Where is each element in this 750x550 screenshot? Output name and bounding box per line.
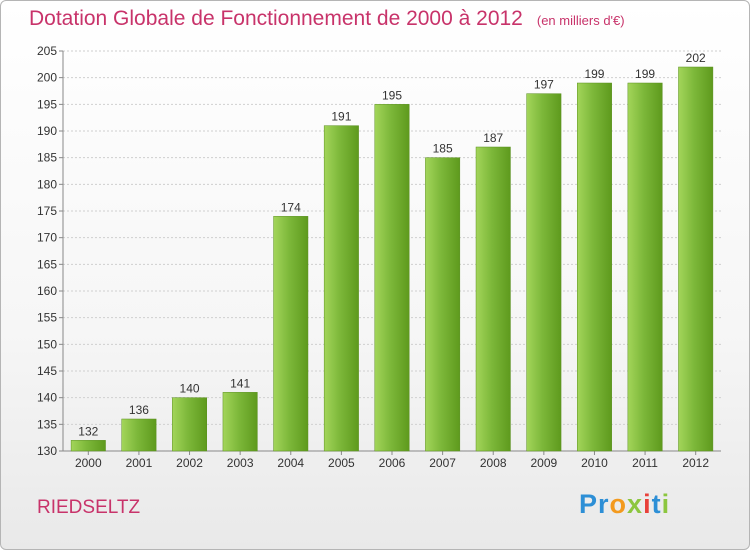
bar — [475, 146, 511, 452]
chart-title: Dotation Globale de Fonctionnement de 20… — [29, 7, 625, 31]
bar — [374, 104, 410, 452]
y-tick-label: 200 — [37, 71, 57, 85]
bar — [222, 392, 258, 452]
x-tick-label: 2007 — [429, 456, 456, 470]
x-tick-label: 2009 — [530, 456, 557, 470]
bar — [577, 82, 612, 452]
bar-value-label: 132 — [78, 424, 98, 438]
x-tick-label: 2000 — [75, 456, 102, 470]
bar-value-label: 140 — [180, 382, 200, 396]
y-tick-label: 135 — [37, 417, 57, 431]
commune-name: RIEDSELTZ — [37, 497, 141, 518]
y-tick-label: 170 — [37, 231, 57, 245]
x-tick-label: 2005 — [328, 456, 355, 470]
y-tick-label: 130 — [37, 444, 57, 458]
logo-letter: o — [609, 489, 628, 519]
x-tick-label: 2012 — [682, 456, 709, 470]
bar-value-label: 202 — [686, 51, 706, 65]
proxiti-logo: Proxiti — [579, 489, 670, 520]
bar-value-label: 195 — [382, 88, 402, 102]
bar-value-label: 185 — [433, 142, 453, 156]
bar — [678, 66, 714, 452]
y-tick-label: 185 — [37, 151, 57, 165]
bar — [425, 157, 461, 452]
chart-title-text: Dotation Globale de Fonctionnement de 20… — [29, 7, 523, 30]
logo-letter: x — [627, 489, 644, 519]
bar-value-label: 199 — [635, 67, 655, 81]
bar-value-label: 141 — [230, 376, 250, 390]
y-tick-label: 205 — [37, 44, 57, 58]
y-tick-label: 150 — [37, 337, 57, 351]
bar — [526, 93, 562, 452]
x-tick-label: 2003 — [227, 456, 254, 470]
y-tick-label: 160 — [37, 284, 57, 298]
logo-letter: r — [598, 489, 610, 519]
logo-letter: P — [579, 489, 599, 519]
logo-letter: t — [651, 489, 662, 519]
x-tick-label: 2006 — [379, 456, 406, 470]
x-tick-label: 2010 — [581, 456, 608, 470]
bar-chart: 130 135 140 145 150 155 160 165 170 175 180 185 190 1… — [37, 44, 721, 470]
x-tick-label: 2008 — [480, 456, 507, 470]
y-tick-label: 145 — [37, 364, 57, 378]
y-tick-label: 165 — [37, 257, 57, 271]
bar-value-label: 191 — [331, 110, 351, 124]
bar-value-label: 187 — [483, 131, 503, 145]
bar-value-label: 136 — [129, 403, 149, 417]
x-tick-label: 2002 — [176, 456, 203, 470]
x-tick-label: 2004 — [277, 456, 304, 470]
bar — [627, 82, 663, 452]
y-tick-label: 195 — [37, 97, 57, 111]
y-tick-label: 175 — [37, 204, 57, 218]
y-tick-label: 180 — [37, 177, 57, 191]
logo-letter: i — [643, 489, 652, 519]
bar — [323, 125, 359, 452]
x-tick-label: 2001 — [126, 456, 153, 470]
x-tick-label: 2011 — [632, 456, 658, 470]
y-tick-label: 155 — [37, 311, 57, 325]
bar-value-label: 199 — [584, 67, 604, 81]
bar — [273, 216, 309, 452]
bar — [172, 397, 207, 452]
y-tick-label: 190 — [37, 124, 57, 138]
chart-unit: (en milliers d'€) — [536, 13, 625, 28]
y-tick-label: 140 — [37, 391, 57, 405]
bar-value-label: 174 — [281, 200, 301, 214]
bar — [121, 418, 157, 452]
bar — [70, 440, 106, 452]
bar-value-label: 197 — [534, 78, 554, 92]
logo-letter: i — [661, 489, 671, 519]
